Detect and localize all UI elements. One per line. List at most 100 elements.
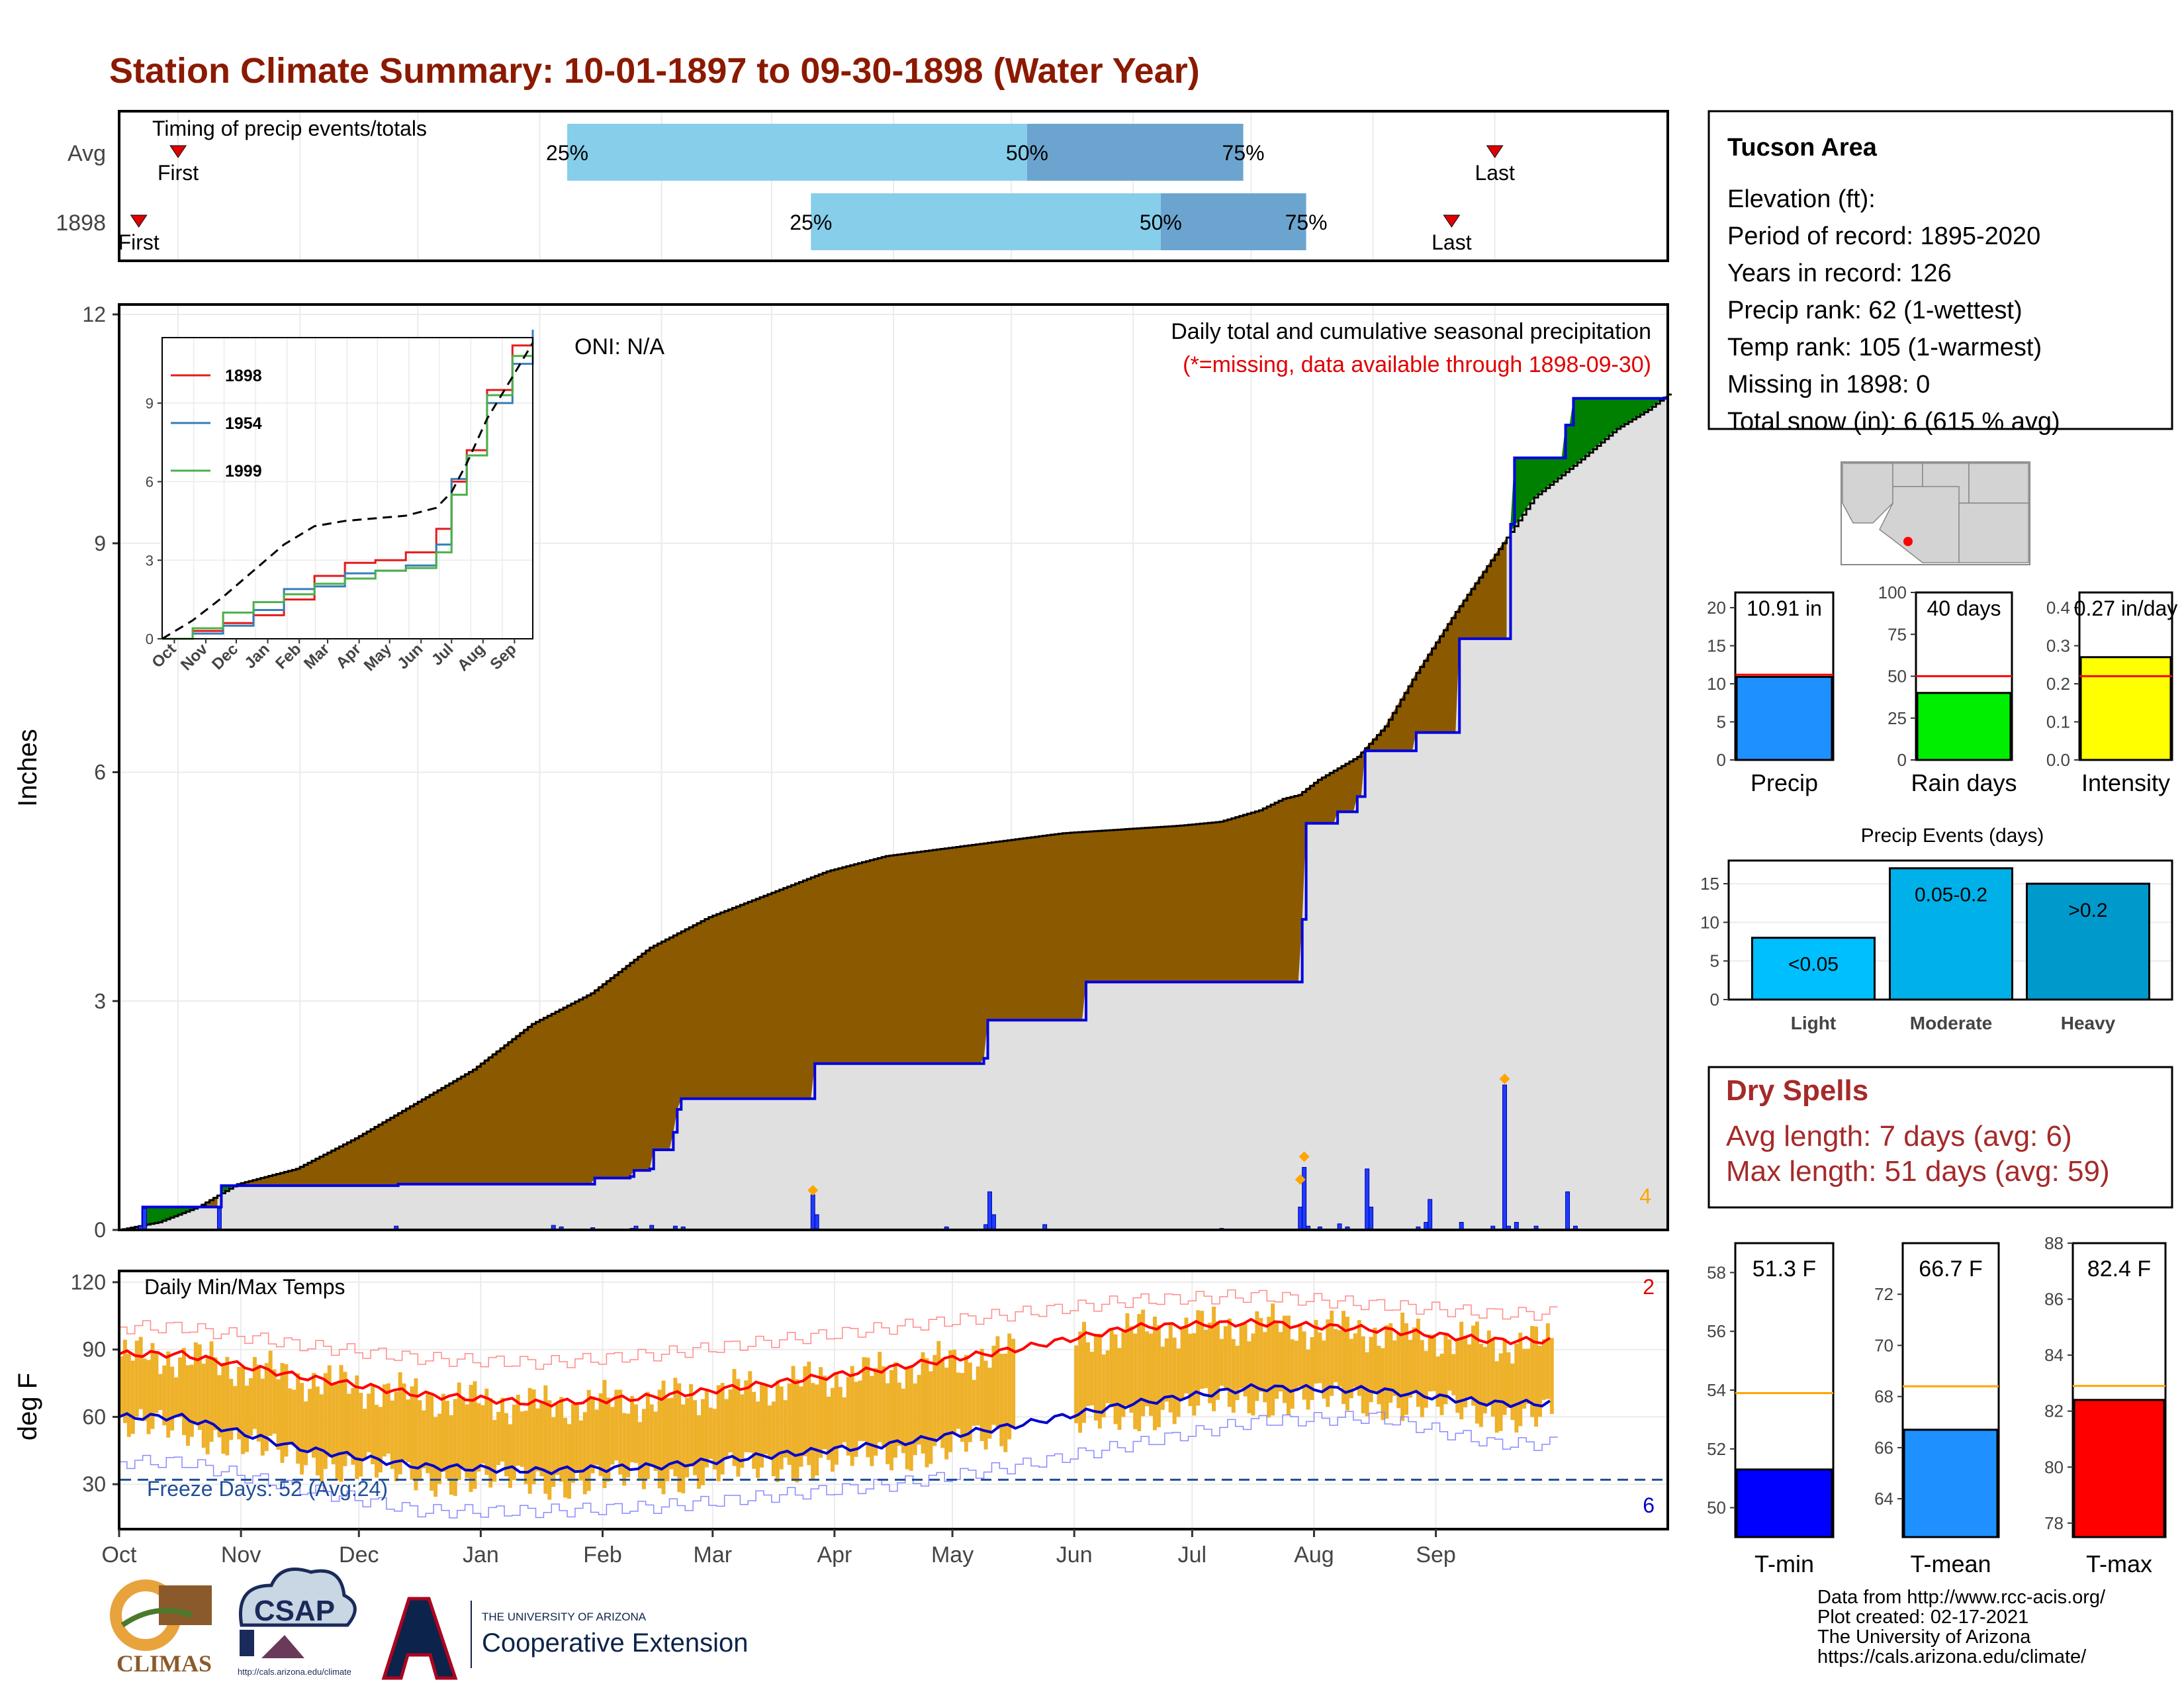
daily-precip-bar [216,1208,222,1231]
temp-daily-bar [189,1364,194,1437]
temp-daily-bar [213,1357,218,1430]
summary-value-label: 40 days [1927,596,2001,620]
temp-daily-bar [1137,1314,1142,1432]
temp-daily-bar [315,1386,320,1476]
precip-surplus-area [142,1207,194,1226]
temp-summary-y-tick-label: 84 [2044,1345,2064,1365]
temp-daily-bar [1003,1353,1008,1452]
temp-daily-bar [972,1380,976,1426]
temp-panel-border [118,1270,1669,1530]
temp-daily-bar [1188,1333,1193,1407]
temp-daily-bar [598,1393,603,1476]
precip-cumulative [119,393,1672,1231]
temp-daily-bar [288,1388,293,1444]
month-tick-label: Dec [339,1542,379,1568]
temp-daily-bar [418,1400,422,1481]
temp-daily-bar [956,1372,960,1429]
temp-daily-bar [979,1348,984,1441]
extreme-precip-marker [1295,1174,1306,1185]
temp-daily-bar [473,1381,477,1489]
temp-daily-bar [406,1399,410,1462]
temp-normal-lines [118,1289,1666,1519]
csap-bars [240,1630,254,1656]
temp-daily-bar [618,1389,623,1475]
csap-cloud [239,1568,357,1627]
inset-y-tick-label: 3 [146,552,154,569]
timing-row-label-avg: Avg [68,141,106,166]
temp-daily-bar [846,1377,850,1456]
temp-daily-bar [441,1393,445,1472]
temp-daily-bar [791,1366,796,1481]
timing-percent-label: 50% [1006,141,1048,165]
temp-daily-bar [1219,1338,1224,1386]
timing-marker-icon [1486,145,1504,158]
temp-daily-bar [457,1382,461,1480]
temp-daily-bar [1534,1326,1539,1427]
temp-daily-bar [921,1352,925,1454]
temp-daily-bar [622,1413,627,1486]
summary-bar [1916,692,2012,761]
station-years: Years in record: 126 [1727,259,1952,287]
temp-daily-bar [292,1389,296,1446]
precip-y-label: Inches [13,729,42,807]
month-tick-label: Jun [1056,1542,1093,1568]
temp-daily-bar [496,1411,501,1466]
temp-daily-bar [527,1387,532,1494]
temp-daily-bar [1455,1338,1460,1413]
temp-daily-bar [1549,1338,1554,1415]
temp-daily-bar [535,1408,540,1472]
temp-daily-bar [1424,1350,1428,1408]
temp-daily-bar [1279,1332,1283,1392]
temp-daily-bar [201,1363,206,1448]
temp-summary-y-tick-label: 58 [1707,1262,1726,1282]
temp-daily-bar [1109,1329,1114,1407]
temp-daily-bar [1482,1346,1487,1414]
temp-daily-bar [508,1424,512,1488]
temp-daily-bar [740,1394,745,1468]
temp-daily-bar [367,1393,371,1452]
temp-daily-bar [1541,1339,1546,1400]
temp-daily-bar [905,1368,909,1470]
map-nevada [1892,463,1923,487]
temp-daily-bar [1168,1323,1173,1413]
temp-daily-bar [712,1409,717,1470]
temp-daily-bar [991,1345,996,1425]
credit-university: The University of Arizona [1817,1626,2031,1648]
climas-logo-text: CLIMAS [116,1650,212,1677]
temp-daily-bar [689,1383,694,1467]
summary-y-tick-label: 0.1 [2046,712,2070,732]
inset-y-tick-label: 9 [146,395,154,412]
temp-daily-bar [122,1339,127,1423]
events-range-label: <0.05 [1788,954,1839,976]
temp-daily-bar [469,1385,473,1492]
temp-daily-bar [449,1415,453,1495]
inset-lines [161,330,534,640]
temp-daily-bar [523,1411,528,1484]
temp-daily-bar [1156,1325,1161,1428]
temp-daily-bar [174,1377,179,1417]
temp-daily-bar [359,1393,363,1477]
temp-daily-bar [182,1348,186,1435]
temp-daily-bars [119,1303,1554,1500]
daily-precip-bar [1369,1206,1374,1231]
timing-bar-lower [567,124,1027,181]
temp-daily-bar [1451,1354,1456,1395]
summary-value-label: 0.27 in/day [2074,596,2178,620]
timing-marker-label: First [118,230,159,254]
temp-daily-bar [775,1380,780,1483]
temp-daily-bar [1129,1326,1134,1413]
temp-daily-bar [1125,1313,1130,1405]
temp-daily-bar [1007,1333,1012,1440]
precip-y-tick-label: 9 [94,532,106,555]
temp-daily-bar [453,1399,457,1496]
month-axis: Oct Nov Dec Jan Feb Mar Apr May Jun Jul Aug Sep [102,1529,1456,1568]
average-cumulative-line [119,393,1672,1231]
temp-daily-bar [185,1365,190,1446]
temp-daily-bar [1011,1338,1016,1428]
temp-daily-bar [834,1372,839,1465]
temp-daily-bar [1267,1317,1271,1418]
temp-daily-bar [433,1417,438,1497]
temp-daily-bar [1176,1348,1181,1417]
events-y-tick-label: 15 [1700,874,1719,894]
temp-daily-bar [1113,1334,1118,1425]
